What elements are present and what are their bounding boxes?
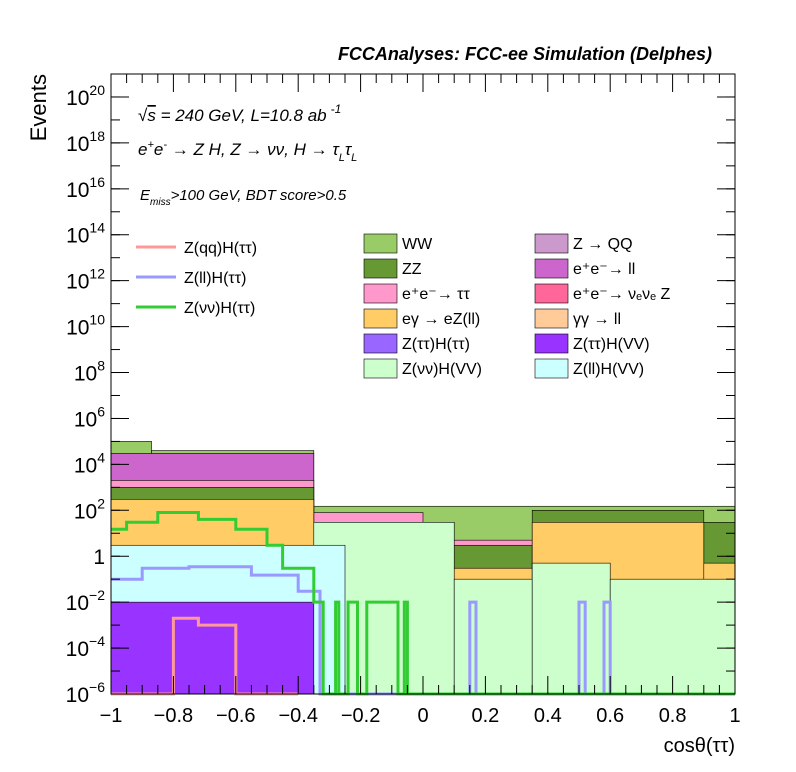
legend-swatch-4 xyxy=(363,283,398,304)
x-axis: −1 −0.8 −0.6 −0.4 −0.2 0 0.2 0.4 0.6 0.8 1 xyxy=(100,74,741,727)
legend-swatch-5 xyxy=(534,283,569,304)
annotations: √s = 240 GeV, L=10.8 ab -1 e+e- → Z H, Z … xyxy=(138,102,357,208)
process-minus: - xyxy=(163,139,167,151)
stack-bar-ZnunuHVV-1 xyxy=(453,578,533,695)
legend-label: ZZ xyxy=(402,261,422,278)
cuts-annotation: Emiss>100 GeV, BDT score>0.5 xyxy=(140,187,347,208)
legend-swatch-1 xyxy=(534,233,569,254)
process-annotation: e+e- → Z H, Z → νν, H → τLτL xyxy=(138,139,357,164)
y-tick-label: 104 xyxy=(74,449,105,477)
x-tick-label: 0.4 xyxy=(534,705,562,727)
y-tick-label: 1 xyxy=(93,546,105,569)
x-tick-label: −0.6 xyxy=(216,705,255,727)
y-tick-label: 1020 xyxy=(66,82,105,110)
y-tick-label: 1018 xyxy=(66,128,105,156)
process-e2: e xyxy=(154,140,163,159)
process-tau2: τ xyxy=(345,140,353,159)
cuts-rest: >100 GeV, BDT score>0.5 xyxy=(171,187,347,204)
chart-title: FCCAnalyses: FCC-ee Simulation (Delphes) xyxy=(338,44,712,64)
cuts-sub: miss xyxy=(150,197,171,208)
lumi-exponent: -1 xyxy=(331,102,342,116)
y-tick-label: 1010 xyxy=(66,312,105,340)
legend-swatch-0 xyxy=(363,233,398,254)
sqrt-symbol: √ xyxy=(138,106,148,125)
y-tick-label: 102 xyxy=(74,495,105,523)
y-axis: 10−6 10−4 10−2 1 102 104 106 108 1010 1012 1014 101… xyxy=(66,82,735,707)
x-tick-label: 0.8 xyxy=(659,705,687,727)
legend-label: Z(νν)H(VV) xyxy=(402,361,482,378)
process-e1: e xyxy=(138,140,147,159)
energy-text: = 240 GeV, L=10.8 ab xyxy=(156,106,327,125)
cuts-e: E xyxy=(140,187,151,204)
legend-swatch-8 xyxy=(363,333,398,354)
legend-label: Z(ll)H(ττ) xyxy=(184,270,246,287)
legend-swatch-11 xyxy=(534,358,569,379)
legend-swatch-3 xyxy=(534,258,569,279)
process-sub2: L xyxy=(351,152,357,164)
x-tick-label: −0.2 xyxy=(341,705,380,727)
y-tick-label: 106 xyxy=(74,403,105,431)
signal-line-Zll xyxy=(111,565,735,696)
legend-swatch-6 xyxy=(363,308,398,329)
legend-label: eγ → eZ(ll) xyxy=(402,311,480,328)
x-tick-label: −0.4 xyxy=(278,705,317,727)
x-tick-label: −0.8 xyxy=(154,705,193,727)
y-tick-label: 108 xyxy=(74,358,105,386)
legend-swatch-2 xyxy=(363,258,398,279)
legend-label: WW xyxy=(402,236,433,253)
energy-annotation: √s = 240 GeV, L=10.8 ab -1 xyxy=(138,102,341,125)
y-tick-label: 10−2 xyxy=(66,587,106,615)
y-axis-label: Events xyxy=(26,74,51,141)
legend-label: e⁺e⁻→ νₑνₑ Z xyxy=(573,286,670,303)
legend: Z(qq)H(ττ) Z(ll)H(ττ) Z(νν)H(ττ) WW Z → QQ ZZ… xyxy=(136,233,670,379)
stack-bar-ZnunuHVV-2 xyxy=(531,562,611,695)
process-main: → Z H, Z → νν, H → τ xyxy=(167,140,340,159)
stack-bar-ZtautauHVV_fill-0 xyxy=(110,601,315,695)
stack-bar-ZnunuHVV-3 xyxy=(609,578,736,695)
process-plus: + xyxy=(147,139,154,151)
legend-label: Z → QQ xyxy=(573,236,633,253)
legend-swatch-9 xyxy=(534,333,569,354)
legend-swatch-10 xyxy=(363,358,398,379)
x-tick-label: 1 xyxy=(729,705,740,727)
sqrt-s: s xyxy=(147,106,156,125)
x-tick-label: −1 xyxy=(100,705,123,727)
legend-label: Z(ττ)H(ττ) xyxy=(402,336,470,353)
x-tick-label: 0.2 xyxy=(471,705,499,727)
process-sub1: L xyxy=(339,152,345,164)
legend-label: γγ → ll xyxy=(573,311,621,328)
legend-label: Z(ττ)H(VV) xyxy=(573,336,650,353)
x-tick-label: 0.6 xyxy=(596,705,624,727)
y-tick-label: 1014 xyxy=(66,220,105,248)
y-tick-label: 10−6 xyxy=(66,679,106,707)
y-tick-label: 1012 xyxy=(66,266,105,294)
y-tick-label: 10−4 xyxy=(66,633,106,661)
x-axis-label: cosθ(ττ) xyxy=(664,735,735,757)
x-tick-label: 0 xyxy=(417,705,428,727)
legend-label: Z(qq)H(ττ) xyxy=(184,240,257,257)
legend-label: e⁺e⁻→ ττ xyxy=(402,286,470,303)
legend-label: Z(νν)H(ττ) xyxy=(184,300,255,317)
legend-swatch-7 xyxy=(534,308,569,329)
legend-label: e⁺e⁻→ ll xyxy=(573,261,635,278)
y-tick-label: 1016 xyxy=(66,174,105,202)
legend-label: Z(ll)H(VV) xyxy=(573,361,644,378)
